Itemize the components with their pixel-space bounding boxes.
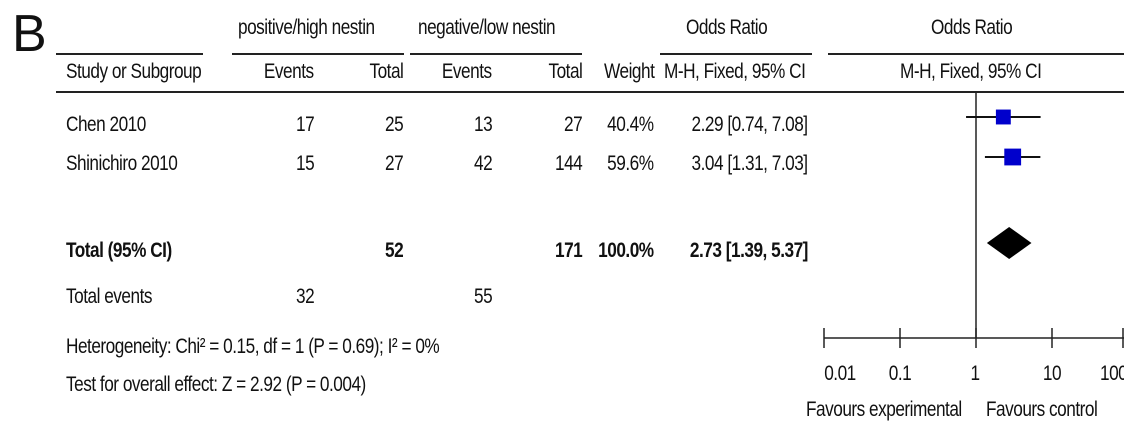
study-name: Shinichiro 2010 [66,152,178,175]
total-exp-cell: 25 [384,113,404,136]
header-rule-plot [828,53,1124,55]
or-ci-cell: 3.04 [1.31, 7.03] [691,152,809,175]
axis-tick-label: 10 [1042,362,1062,385]
events-ctl-cell: 42 [473,152,493,175]
header-rule-study [56,53,203,55]
plot-method: M-H, Fixed, 95% CI [900,60,1042,83]
axis-tick-label: 100 [1100,362,1124,385]
study-marker [1004,148,1022,166]
column-header-total-exp: Total [369,60,403,83]
events-exp-cell: 17 [295,113,315,136]
total-events-ctl-cell: 55 [473,285,493,308]
total-ctl-cell: 27 [563,113,583,136]
heterogeneity-text: Heterogeneity: Chi² = 0.15, df = 1 (P = … [66,335,440,358]
or-column-method: M-H, Fixed, 95% CI [664,60,806,83]
events-ctl-cell: 13 [473,113,493,136]
total-events-label: Total events [66,285,152,308]
axis-tick-label: 0.01 [824,362,856,385]
column-header-events-exp: Events [264,60,314,83]
weight-cell: 40.4% [607,113,655,136]
group-header-control: negative/low nestin [418,16,556,39]
plot-title: Odds Ratio [931,16,1013,39]
panel-label: B [12,5,47,63]
total-exp-cell: 52 [384,239,404,262]
column-header-weight: Weight [603,60,655,83]
axis-tick-label: 1 [970,362,980,385]
study-marker [995,109,1011,125]
pooled-diamond [986,227,1032,259]
or-ci-cell: 2.29 [0.74, 7.08] [691,113,809,136]
header-rule-experimental [232,53,404,55]
column-header-study: Study or Subgroup [66,60,202,83]
weight-cell: 59.6% [607,152,655,175]
total-exp-cell: 27 [384,152,404,175]
total-ctl-cell: 144 [554,152,583,175]
header-rule-control [410,53,582,55]
axis-tick-label: 0.1 [888,362,912,385]
total-or-ci-cell: 2.73 [1.39, 5.37] [689,239,808,262]
or-column-title: Odds Ratio [686,16,768,39]
column-header-total-ctl: Total [548,60,582,83]
header-bottom-rule [56,91,1124,93]
header-rule-or [660,53,812,55]
events-exp-cell: 15 [295,152,315,175]
overall-effect-text: Test for overall effect: Z = 2.92 (P = 0… [66,373,366,396]
total-events-exp-cell: 32 [295,285,315,308]
total-weight-cell: 100.0% [598,239,655,262]
favours-control-label: Favours control [986,398,1098,421]
favours-experimental-label: Favours experimental [806,398,962,421]
total-ctl-cell: 171 [554,239,583,262]
group-header-experimental: positive/high nestin [238,16,375,39]
study-name: Chen 2010 [66,113,146,136]
total-label: Total (95% CI) [66,239,172,262]
column-header-events-ctl: Events [442,60,492,83]
